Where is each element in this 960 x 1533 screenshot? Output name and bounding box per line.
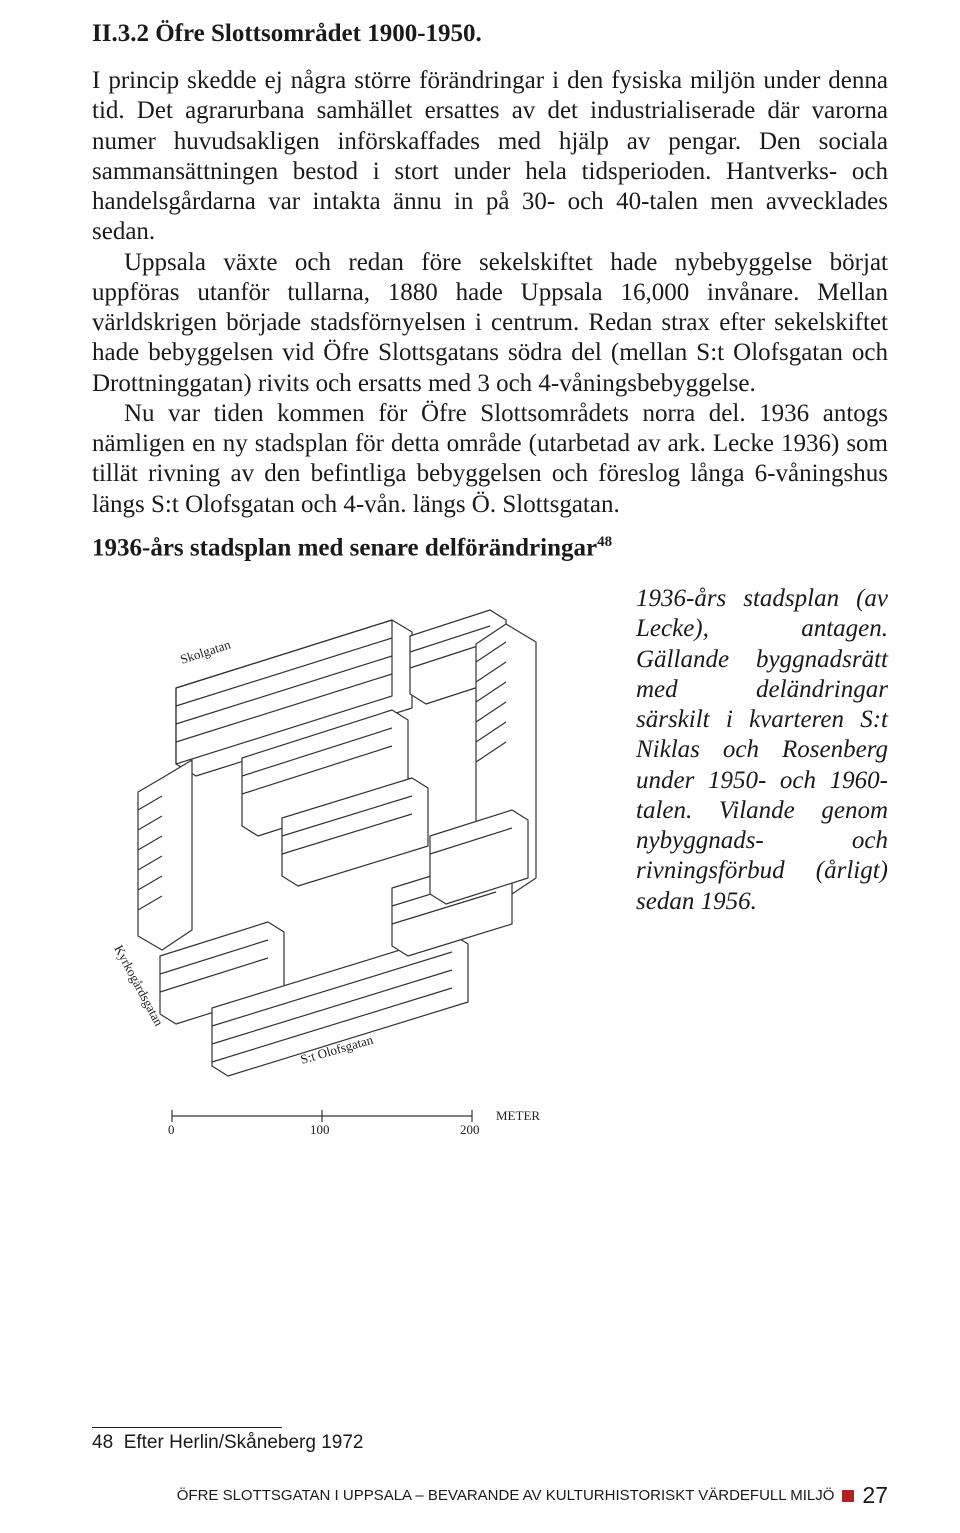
- body-paragraphs: I princip skedde ej några större förändr…: [92, 66, 888, 520]
- running-footer: ÖFRE SLOTTSGATAN I UPPSALA – BEVARANDE A…: [92, 1482, 888, 1509]
- spacer: [92, 1138, 888, 1427]
- street-label-kyrkogardsgatan: Kyrkogårdsgatan: [111, 942, 167, 1029]
- footer-title: ÖFRE SLOTTSGATAN I UPPSALA – BEVARANDE A…: [177, 1487, 835, 1504]
- page: II.3.2 Öfre Slottsområdet 1900-1950. I p…: [0, 0, 960, 1533]
- footer-page-number: 27: [862, 1482, 888, 1509]
- footnote: 48 Efter Herlin/Skåneberg 1972: [92, 1432, 888, 1454]
- street-label-skolgatan: Skolgatan: [178, 636, 233, 666]
- para-2: Uppsala växte och redan före sekelskifte…: [92, 248, 888, 399]
- figure-container: Skolgatan Kyrkogårdsgatan S:t Olofsgatan…: [92, 578, 602, 1138]
- footer-square-icon: [842, 1490, 854, 1502]
- scale-tick-1: 100: [310, 1122, 330, 1137]
- scale-unit: METER: [496, 1108, 540, 1123]
- figure-row: Skolgatan Kyrkogårdsgatan S:t Olofsgatan…: [92, 578, 888, 1138]
- footnote-text: Efter Herlin/Skåneberg 1972: [124, 1432, 364, 1453]
- scale-tick-2: 200: [460, 1122, 480, 1137]
- para-3: Nu var tiden kommen för Öfre Slottsområd…: [92, 399, 888, 520]
- footnote-rule: [92, 1427, 282, 1428]
- footnote-num: 48: [92, 1432, 113, 1453]
- section-heading: II.3.2 Öfre Slottsområdet 1900-1950.: [92, 20, 888, 48]
- figure-caption: 1936-års stadsplan (av Lecke), antagen. …: [602, 578, 888, 917]
- subheading-footnote-ref: 48: [597, 534, 612, 550]
- scale-tick-0: 0: [168, 1122, 175, 1137]
- stadsplan-sketch: Skolgatan Kyrkogårdsgatan S:t Olofsgatan…: [92, 578, 592, 1138]
- subheading-text: 1936-års stadsplan med senare delförändr…: [92, 534, 597, 561]
- subheading: 1936-års stadsplan med senare delförändr…: [92, 534, 888, 562]
- para-1: I princip skedde ej några större förändr…: [92, 67, 888, 245]
